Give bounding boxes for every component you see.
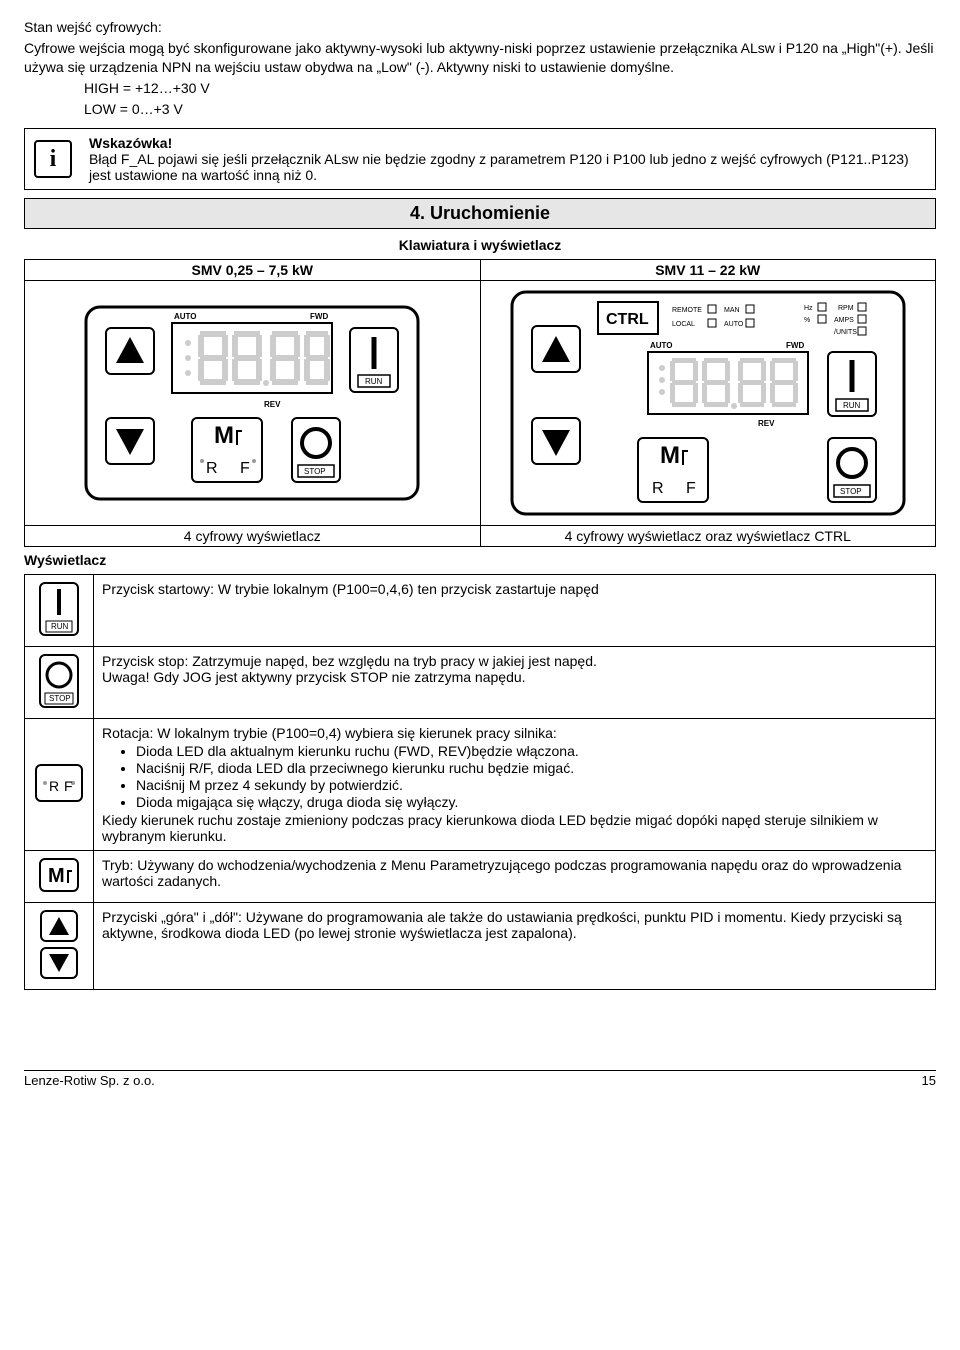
row-stop-text2: Uwaga! Gdy JOG jest aktywny przycisk STO… [102, 669, 526, 685]
svg-text:AUTO: AUTO [174, 312, 197, 321]
svg-text:F: F [240, 460, 250, 477]
svg-text:AMPS: AMPS [834, 317, 854, 324]
intro-low: LOW = 0…+3 V [84, 100, 936, 119]
svg-text:FWD: FWD [786, 341, 804, 350]
panel-left-caption: 4 cyfrowy wyświetlacz [25, 526, 481, 547]
svg-text:REV: REV [758, 419, 775, 428]
svg-text:AUTO: AUTO [724, 321, 744, 328]
panel-right-caption: 4 cyfrowy wyświetlacz oraz wyświetlacz C… [480, 526, 936, 547]
stop-button-icon: STOP [38, 653, 80, 709]
svg-text:%: % [804, 317, 810, 324]
intro-title: Stan wejść cyfrowych: [24, 18, 936, 37]
row-stop-text1: Przycisk stop: Zatrzymuje napęd, bez wzg… [102, 653, 597, 669]
down-button-icon [39, 946, 79, 980]
svg-text:LOCAL: LOCAL [672, 321, 695, 328]
wyswietlacz-heading: Wyświetlacz [24, 551, 936, 570]
mode-button-icon: M [38, 857, 80, 893]
svg-text:M: M [48, 865, 65, 887]
rot-intro: Rotacja: W lokalnym trybie (P100=0,4) wy… [102, 725, 557, 741]
row-mode-text: Tryb: Używany do wchodzenia/wychodzenia … [94, 851, 936, 903]
run-button-icon: RUN [38, 581, 80, 637]
svg-text:STOP: STOP [49, 694, 71, 703]
rot-b3: Naciśnij M przez 4 sekundy by potwierdzi… [136, 777, 927, 793]
svg-text:REMOTE: REMOTE [672, 307, 702, 314]
rot-b4: Dioda migająca się włączy, druga dioda s… [136, 794, 927, 810]
section4-subtitle: Klawiatura i wyświetlacz [24, 237, 936, 253]
rot-b2: Naciśnij R/F, dioda LED dla przeciwnego … [136, 760, 927, 776]
svg-text:R: R [206, 460, 218, 477]
row-arrows: Przyciski „góra" i „dół": Używane do pro… [25, 903, 936, 990]
svg-text:CTRL: CTRL [606, 311, 649, 328]
svg-text:STOP: STOP [304, 467, 326, 476]
svg-text:REV: REV [264, 400, 281, 409]
tip-body: Błąd F_AL pojawi się jeśli przełącznik A… [89, 151, 909, 183]
svg-text:R: R [652, 480, 664, 497]
svg-text:RUN: RUN [51, 622, 69, 631]
up-button-icon [39, 909, 79, 943]
footer-right: 15 [922, 1073, 936, 1088]
rot-out: Kiedy kierunek ruchu zostaje zmieniony p… [102, 812, 878, 844]
svg-text:RPM: RPM [838, 305, 854, 312]
row-start-text: Przycisk startowy: W trybie lokalnym (P1… [94, 575, 936, 647]
buttons-table: RUN Przycisk startowy: W trybie lokalnym… [24, 574, 936, 990]
keypad-panel-large: CTRL REMOTE MAN LOCAL AUTO Hz RPM % AMPS… [508, 288, 908, 518]
footer-left: Lenze-Rotiw Sp. z o.o. [24, 1073, 155, 1088]
svg-text:AUTO: AUTO [650, 341, 673, 350]
row-start: RUN Przycisk startowy: W trybie lokalnym… [25, 575, 936, 647]
svg-text:RUN: RUN [843, 401, 861, 410]
svg-text:F: F [686, 480, 696, 497]
row-rotation: R F Rotacja: W lokalnym trybie (P100=0,4… [25, 719, 936, 851]
info-icon: i [34, 140, 72, 178]
svg-text:MAN: MAN [724, 307, 740, 314]
svg-text:M: M [660, 442, 680, 469]
svg-text:R: R [49, 778, 59, 794]
footer: Lenze-Rotiw Sp. z o.o. 15 [24, 1070, 936, 1088]
svg-text:RUN: RUN [365, 377, 383, 386]
section4-title: 4. Uruchomienie [24, 198, 936, 229]
svg-text:FWD: FWD [310, 312, 328, 321]
rot-b1: Dioda LED dla aktualnym kierunku ruchu (… [136, 743, 927, 759]
panels-table: SMV 0,25 – 7,5 kW SMV 11 – 22 kW [24, 259, 936, 547]
row-stop: STOP Przycisk stop: Zatrzymuje napęd, be… [25, 647, 936, 719]
panel-left-header: SMV 0,25 – 7,5 kW [25, 260, 481, 281]
svg-text:/UNITS: /UNITS [834, 329, 857, 336]
tip-heading: Wskazówka! [89, 135, 172, 151]
svg-text:STOP: STOP [840, 487, 862, 496]
row-arrows-text: Przyciski „góra" i „dół": Używane do pro… [94, 903, 936, 990]
intro-p1: Cyfrowe wejścia mogą być skonfigurowane … [24, 39, 936, 77]
svg-text:M: M [214, 422, 234, 449]
rf-button-icon: R F [34, 763, 84, 803]
row-mode: M Tryb: Używany do wchodzenia/wychodzeni… [25, 851, 936, 903]
tip-box: i Wskazówka! Błąd F_AL pojawi się jeśli … [24, 128, 936, 190]
svg-text:F: F [64, 778, 73, 794]
intro-high: HIGH = +12…+30 V [84, 79, 936, 98]
svg-text:Hz: Hz [804, 305, 813, 312]
panel-right-header: SMV 11 – 22 kW [480, 260, 936, 281]
keypad-panel-small: AUTO FWD REV RUN M [82, 303, 422, 503]
